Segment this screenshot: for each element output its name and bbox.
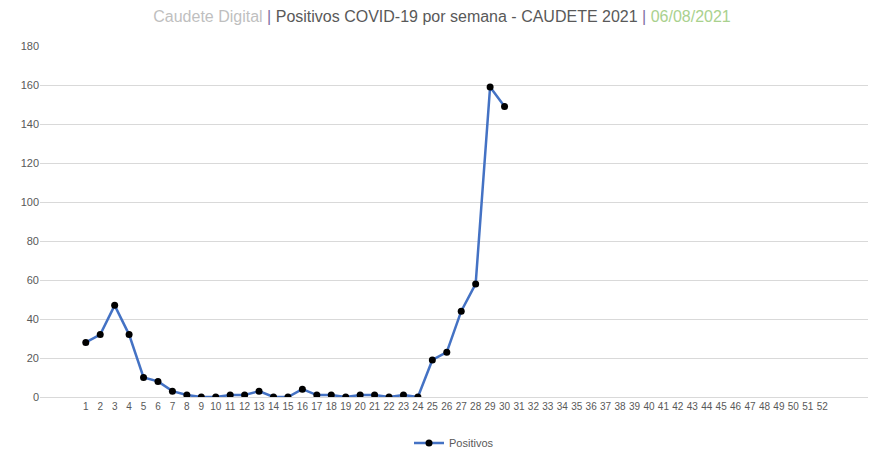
svg-text:23: 23 bbox=[398, 401, 410, 412]
svg-text:13: 13 bbox=[253, 401, 265, 412]
svg-text:48: 48 bbox=[759, 401, 771, 412]
svg-text:140: 140 bbox=[21, 118, 39, 130]
svg-text:31: 31 bbox=[513, 401, 525, 412]
svg-text:8: 8 bbox=[184, 401, 190, 412]
svg-text:5: 5 bbox=[141, 401, 147, 412]
svg-text:42: 42 bbox=[672, 401, 684, 412]
svg-text:36: 36 bbox=[586, 401, 598, 412]
svg-text:29: 29 bbox=[485, 401, 497, 412]
svg-text:Caudete Digital | Positivos CO: Caudete Digital | Positivos COVID-19 por… bbox=[153, 8, 731, 25]
svg-text:10: 10 bbox=[210, 401, 222, 412]
svg-text:80: 80 bbox=[27, 235, 39, 247]
svg-text:40: 40 bbox=[27, 313, 39, 325]
svg-text:35: 35 bbox=[571, 401, 583, 412]
svg-text:6: 6 bbox=[155, 401, 161, 412]
svg-text:43: 43 bbox=[687, 401, 699, 412]
svg-text:20: 20 bbox=[27, 352, 39, 364]
svg-text:27: 27 bbox=[456, 401, 468, 412]
svg-text:32: 32 bbox=[528, 401, 540, 412]
svg-text:47: 47 bbox=[744, 401, 756, 412]
svg-text:49: 49 bbox=[773, 401, 785, 412]
svg-text:18: 18 bbox=[326, 401, 338, 412]
svg-text:4: 4 bbox=[126, 401, 132, 412]
svg-text:11: 11 bbox=[225, 401, 236, 412]
svg-text:2: 2 bbox=[97, 401, 103, 412]
svg-text:14: 14 bbox=[268, 401, 280, 412]
svg-text:19: 19 bbox=[340, 401, 352, 412]
svg-text:50: 50 bbox=[788, 401, 800, 412]
svg-text:40: 40 bbox=[643, 401, 655, 412]
svg-text:120: 120 bbox=[21, 157, 39, 169]
svg-text:30: 30 bbox=[499, 401, 511, 412]
svg-text:26: 26 bbox=[441, 401, 453, 412]
svg-text:41: 41 bbox=[658, 401, 670, 412]
svg-text:0: 0 bbox=[33, 391, 39, 403]
svg-text:1: 1 bbox=[83, 401, 89, 412]
svg-text:44: 44 bbox=[701, 401, 713, 412]
svg-text:25: 25 bbox=[427, 401, 439, 412]
svg-text:34: 34 bbox=[557, 401, 569, 412]
svg-text:9: 9 bbox=[199, 401, 205, 412]
svg-text:15: 15 bbox=[282, 401, 294, 412]
svg-text:160: 160 bbox=[21, 79, 39, 91]
svg-text:60: 60 bbox=[27, 274, 39, 286]
svg-text:17: 17 bbox=[311, 401, 323, 412]
svg-text:100: 100 bbox=[21, 196, 39, 208]
svg-text:7: 7 bbox=[170, 401, 176, 412]
svg-text:20: 20 bbox=[355, 401, 367, 412]
svg-text:16: 16 bbox=[297, 401, 309, 412]
svg-text:180: 180 bbox=[21, 40, 39, 52]
svg-text:37: 37 bbox=[600, 401, 612, 412]
svg-text:39: 39 bbox=[629, 401, 641, 412]
svg-text:46: 46 bbox=[730, 401, 742, 412]
svg-text:33: 33 bbox=[542, 401, 554, 412]
svg-text:Positivos: Positivos bbox=[449, 437, 494, 449]
svg-text:12: 12 bbox=[239, 401, 251, 412]
svg-text:21: 21 bbox=[369, 401, 381, 412]
svg-text:45: 45 bbox=[716, 401, 728, 412]
svg-text:52: 52 bbox=[817, 401, 829, 412]
svg-text:24: 24 bbox=[412, 401, 424, 412]
svg-text:22: 22 bbox=[383, 401, 395, 412]
svg-text:38: 38 bbox=[614, 401, 626, 412]
svg-text:51: 51 bbox=[802, 401, 814, 412]
svg-text:3: 3 bbox=[112, 401, 118, 412]
svg-text:28: 28 bbox=[470, 401, 482, 412]
